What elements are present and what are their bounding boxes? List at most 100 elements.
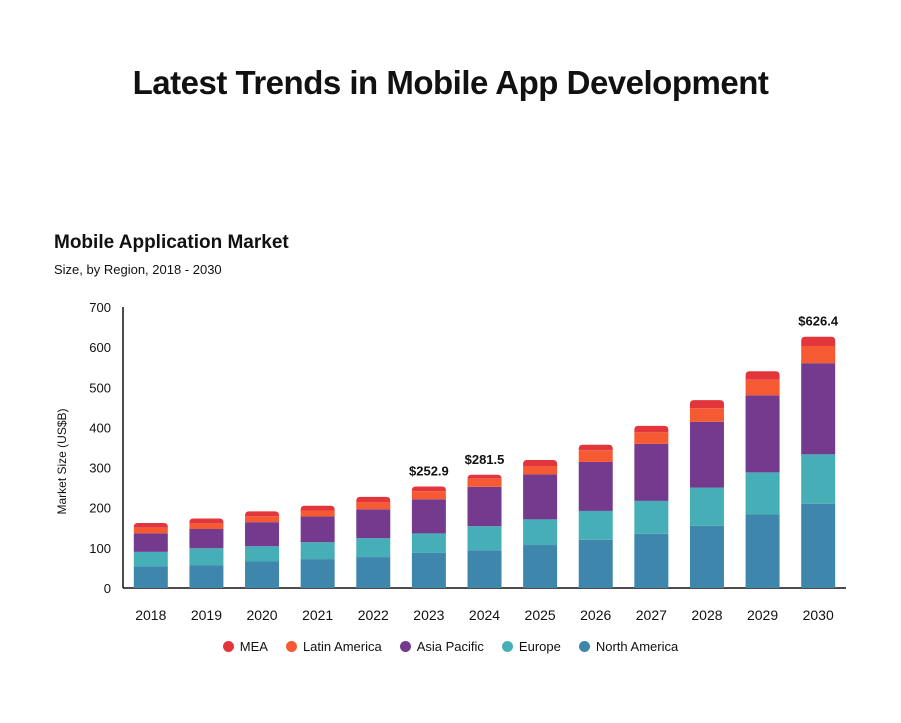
bar-2025-mea (523, 459, 558, 467)
y-tick-label: 500 (89, 380, 111, 395)
bar-2018-mea (133, 522, 168, 528)
x-tick-label: 2027 (636, 607, 667, 623)
legend-label: North America (595, 639, 679, 654)
bar-2025-north-america (523, 545, 558, 588)
bar-2028-north-america (689, 525, 724, 588)
bar-2024-mea (467, 474, 502, 479)
bar-2028-asia-pacific (689, 421, 724, 488)
bar-2030-north-america (801, 503, 836, 588)
y-tick-label: 100 (89, 541, 111, 556)
bar-2029-europe (745, 472, 780, 515)
legend-item-latin-america: Latin America (285, 639, 382, 654)
y-tick-label: 300 (89, 461, 111, 476)
x-tick-label: 2030 (803, 607, 834, 623)
x-tick-label: 2021 (302, 607, 333, 623)
bar-2020-mea (245, 511, 280, 517)
legend-swatch (578, 641, 590, 652)
bar-2027-north-america (634, 533, 669, 588)
bar-2024-north-america (467, 550, 502, 588)
chart-title: Mobile Application Market (54, 232, 289, 253)
legend-item-europe: Europe (501, 639, 561, 654)
bar-2029-asia-pacific (745, 395, 780, 473)
bar-2022-asia-pacific (356, 509, 391, 539)
bar-2027-mea (634, 425, 669, 433)
bar-2026-europe (578, 510, 613, 540)
bar-2018-north-america (133, 566, 168, 588)
bar-2021-north-america (300, 559, 335, 588)
bar-2019-asia-pacific (189, 528, 224, 549)
x-tick-label: 2028 (691, 607, 722, 623)
legend-swatch (222, 641, 234, 652)
data-label: $252.9 (409, 463, 449, 478)
bar-2026-north-america (578, 539, 613, 588)
legend-item-north-america: North America (578, 639, 679, 654)
chart-subtitle: Size, by Region, 2018 - 2030 (54, 262, 222, 277)
bar-2020-asia-pacific (245, 522, 280, 547)
data-label: $281.5 (465, 452, 505, 467)
legend-label: Europe (518, 639, 561, 654)
x-tick-label: 2024 (469, 607, 500, 623)
y-tick-label: 200 (89, 501, 111, 516)
bar-2026-mea (578, 444, 613, 451)
y-tick-label: 600 (89, 340, 111, 355)
x-tick-label: 2022 (358, 607, 389, 623)
x-tick-label: 2025 (525, 607, 556, 623)
bar-2022-latin-america (356, 502, 391, 510)
legend-swatch (501, 641, 513, 652)
page-title: Latest Trends in Mobile App Development (132, 64, 769, 101)
bar-2024-asia-pacific (467, 486, 502, 527)
y-tick-label: 700 (89, 300, 111, 315)
legend-item-mea: MEA (222, 639, 268, 654)
bar-2028-mea (689, 400, 724, 409)
bar-2027-europe (634, 500, 669, 534)
bar-2026-latin-america (578, 450, 613, 462)
bar-2019-latin-america (189, 523, 224, 529)
bar-2030-europe (801, 454, 836, 504)
legend-swatch (399, 641, 411, 652)
bar-2018-europe (133, 551, 168, 567)
bar-2021-latin-america (300, 510, 335, 517)
bar-2027-latin-america (634, 432, 669, 444)
bar-2023-north-america (411, 552, 446, 588)
bar-2030-latin-america (801, 345, 836, 364)
x-tick-label: 2018 (135, 607, 166, 623)
bar-2018-latin-america (133, 527, 168, 534)
x-tick-label: 2020 (246, 607, 277, 623)
bar-2020-latin-america (245, 516, 280, 523)
bar-2023-europe (411, 533, 446, 553)
bar-2025-europe (523, 519, 558, 546)
bar-2028-europe (689, 487, 724, 526)
x-tick-label: 2023 (413, 607, 444, 623)
bar-2029-mea (745, 371, 780, 380)
bar-2021-asia-pacific (300, 516, 335, 543)
data-label: $626.4 (798, 314, 839, 329)
bar-2028-latin-america (689, 408, 724, 422)
x-tick-label: 2019 (191, 607, 222, 623)
bar-2024-latin-america (467, 478, 502, 487)
y-axis-label: Market Size (US$B) (55, 408, 69, 514)
chart-legend: MEA Latin America Asia Pacific Europe North … (0, 639, 901, 654)
legend-label: Asia Pacific (416, 639, 484, 654)
x-tick-label: 2029 (747, 607, 778, 623)
y-tick-label: 400 (89, 420, 111, 435)
bar-2030-asia-pacific (801, 363, 836, 455)
bar-2022-mea (356, 496, 391, 503)
bar-2025-asia-pacific (523, 474, 558, 520)
bar-2019-north-america (189, 565, 224, 588)
bar-2023-asia-pacific (411, 499, 446, 534)
bar-2022-north-america (356, 557, 391, 588)
bar-2022-europe (356, 538, 391, 558)
bar-2021-mea (300, 505, 335, 511)
bar-2021-europe (300, 542, 335, 560)
legend-item-asia-pacific: Asia Pacific (399, 639, 484, 654)
bar-2029-latin-america (745, 379, 780, 396)
legend-label: MEA (239, 639, 268, 654)
legend-label: Latin America (302, 639, 382, 654)
bar-2030-mea (801, 336, 836, 346)
bar-2020-north-america (245, 561, 280, 588)
bar-2029-north-america (745, 514, 780, 588)
bar-2019-europe (189, 548, 224, 566)
bar-2027-asia-pacific (634, 443, 669, 501)
x-tick-label: 2026 (580, 607, 611, 623)
